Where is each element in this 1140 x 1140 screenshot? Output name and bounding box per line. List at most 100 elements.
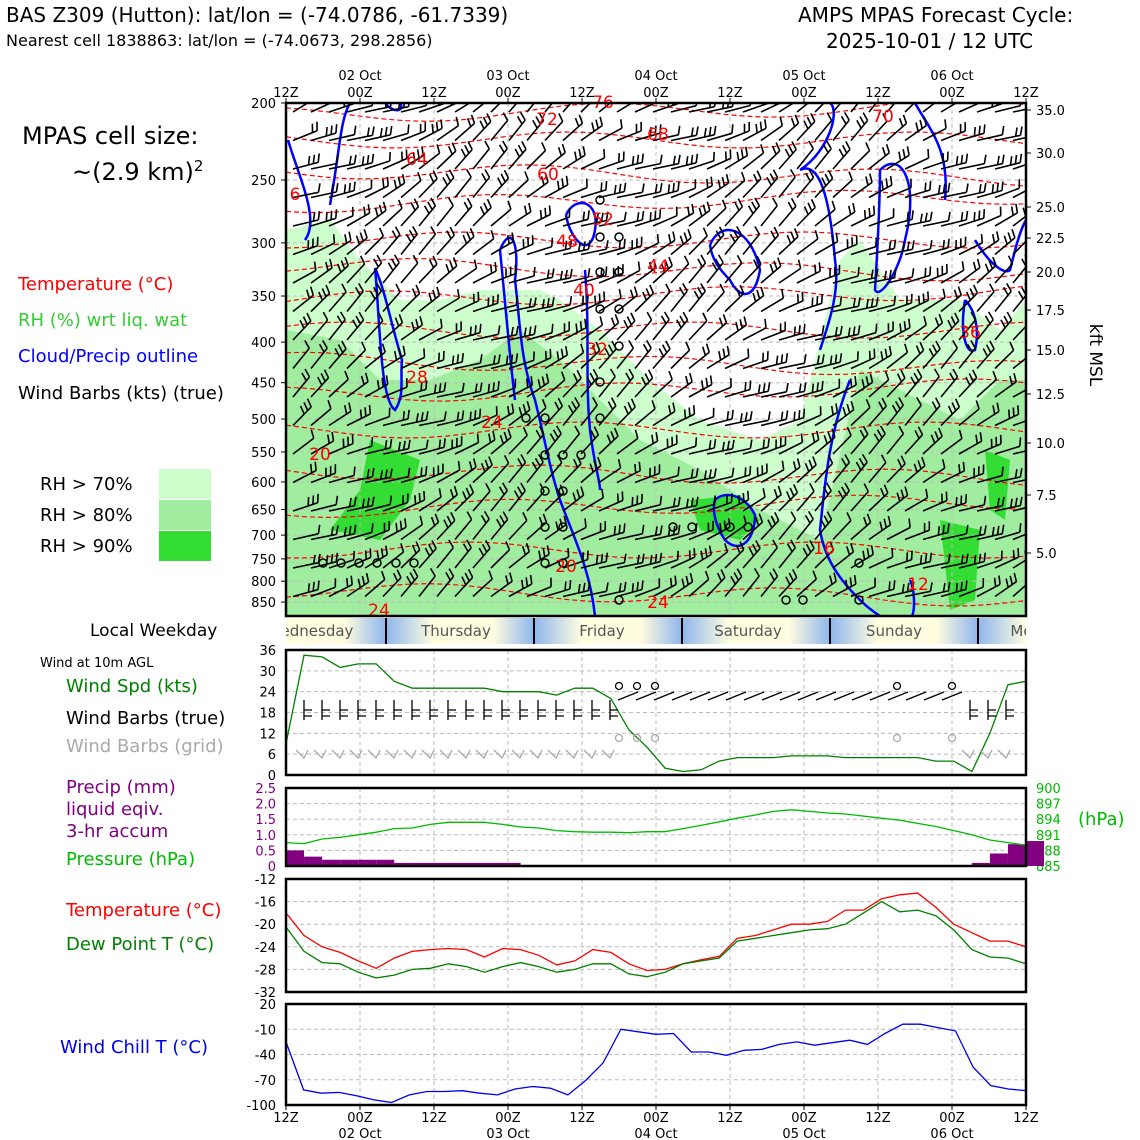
wind-barb [778,228,799,256]
wind-barb [724,226,742,255]
cloud-outline-8 [873,162,912,294]
weekday-label: Local Weekday [90,621,218,641]
wind-barb [526,297,555,313]
bottom-tick-label: 12Z [865,1111,891,1126]
wind-barb [976,496,1005,512]
barb-10m-grid [349,749,363,760]
panel-tick-label: 20 [259,998,276,1013]
barb-10m-true [969,700,978,720]
wind-barb [598,264,624,284]
wind-barb [346,467,375,484]
wind-barb [796,540,815,569]
barb-10m-true [447,700,456,720]
wind-barb [652,311,670,341]
wind-barb [976,206,1002,227]
left-tick-label: 850 [251,596,276,611]
wind-barb [562,293,589,313]
barb-10m-grid [529,749,543,760]
wind-barb [544,425,562,455]
wind-barb [994,373,1017,398]
wind-barb [454,227,475,256]
wind-barb [634,525,663,541]
windchill-line [285,1023,1027,1104]
bottom-date-label: 05 Oct [782,1127,825,1140]
wind-barb [868,580,896,598]
wind-barb [778,291,804,313]
panel-tick-label: 0 [268,769,276,784]
wind-barb [886,318,911,341]
wind-barb [760,169,779,199]
wind-barb [760,289,785,313]
weekday-monday: Monday [1010,622,1026,640]
wind-barb [454,539,472,569]
wind-barb [778,354,807,370]
wind-barb [580,211,609,227]
wind-barb [382,345,406,370]
wind-barb [868,113,888,142]
wind-barb [868,321,894,341]
top-tick-label: 12Z [273,86,299,101]
wind-barb [616,312,636,341]
wind-barb [634,209,662,227]
wind-barb [688,438,717,455]
wind-barb [796,354,825,370]
top-tick-label: 12Z [717,86,743,101]
barb-10m-true [815,691,837,701]
wind-barb [418,463,444,484]
panel-tick-label: 2.0 [255,798,276,813]
wind-barb [778,484,799,512]
wind-barb [292,121,318,142]
wind-barb [580,291,606,313]
wind-barb [562,518,587,541]
wind-barb [814,325,843,341]
wind-barb [976,524,1005,541]
wind-barb [634,234,660,256]
wind-barb [814,103,826,113]
barb-10m-true [941,691,963,701]
temp-contour-line [286,494,1026,519]
wind-barb [850,142,871,170]
barb-10m-grid [367,749,381,760]
wind-barb [994,228,1016,256]
wind-barb [400,122,427,142]
wind-barb [472,140,490,170]
barb-10m-grid [583,749,597,760]
left-tick-label: 550 [251,446,276,461]
wind-barb [976,434,1002,455]
wind-barb [958,182,987,199]
panel-frame [284,648,1028,777]
wind-barb [778,539,796,569]
lower-panels: 06121824303600.51.01.52.02.5885888891894… [246,644,1060,1140]
temp-contour-line [286,378,1026,402]
bottom-tick-label: 00Z [495,1111,521,1126]
wind-barb [292,261,317,284]
wind-barb [634,578,661,598]
wind-barb [454,458,477,484]
top-tick-label: 12Z [865,86,891,101]
wind-barb [688,283,706,313]
bottom-tick-label: 00Z [347,1111,373,1126]
wind-barb [958,311,977,341]
bottom-date-label: 02 Oct [338,1127,381,1140]
wind-barb [958,124,986,142]
wind-barb [886,114,908,142]
wind-barb [814,169,834,199]
wind10m-title: Wind at 10m AGL [40,656,154,671]
calm-marker [595,267,605,277]
wind-barb [382,378,408,398]
wind-barb [364,468,393,484]
wind-barb [976,125,1005,142]
calm-marker [558,450,568,460]
wind-barb [760,103,783,113]
wind-barb [922,397,941,427]
top-date-label: 02 Oct [338,69,381,84]
wind-barb [490,296,519,313]
wind-barb [508,141,527,170]
wind-barb [328,524,357,541]
wind-barb [526,577,552,598]
wind-barb [742,382,771,398]
wind-barb [310,234,336,256]
wind-barb [850,268,879,284]
wind-barb [400,284,421,313]
wind-barb [670,203,695,227]
